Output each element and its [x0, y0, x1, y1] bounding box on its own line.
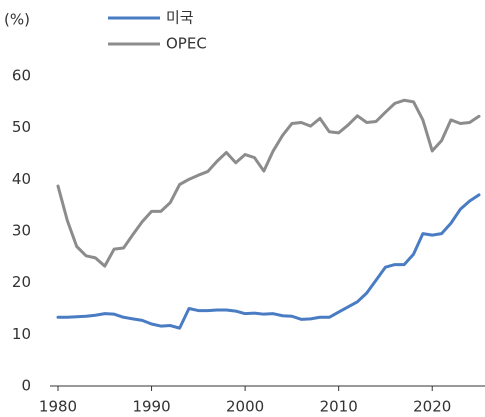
x-tick-label: 2000	[226, 398, 264, 416]
line-series	[56, 98, 481, 268]
y-tick-label: 50	[12, 118, 31, 136]
x-tick-label: 2020	[413, 398, 451, 416]
line-series	[56, 193, 481, 330]
y-tick-label: 20	[12, 273, 31, 291]
x-tick-label: 2010	[320, 398, 358, 416]
legend-label: 미국	[166, 9, 194, 27]
y-tick-label: 30	[12, 222, 31, 240]
y-tick-label: 10	[12, 325, 31, 343]
x-tick-label: 1990	[132, 398, 170, 416]
legend-label: OPEC	[166, 35, 207, 53]
y-unit-label: (%)	[4, 11, 30, 29]
x-tick-label: 1980	[39, 398, 77, 416]
y-tick-label: 0	[21, 377, 31, 395]
y-tick-label: 40	[12, 170, 31, 188]
y-tick-label: 60	[12, 67, 31, 85]
